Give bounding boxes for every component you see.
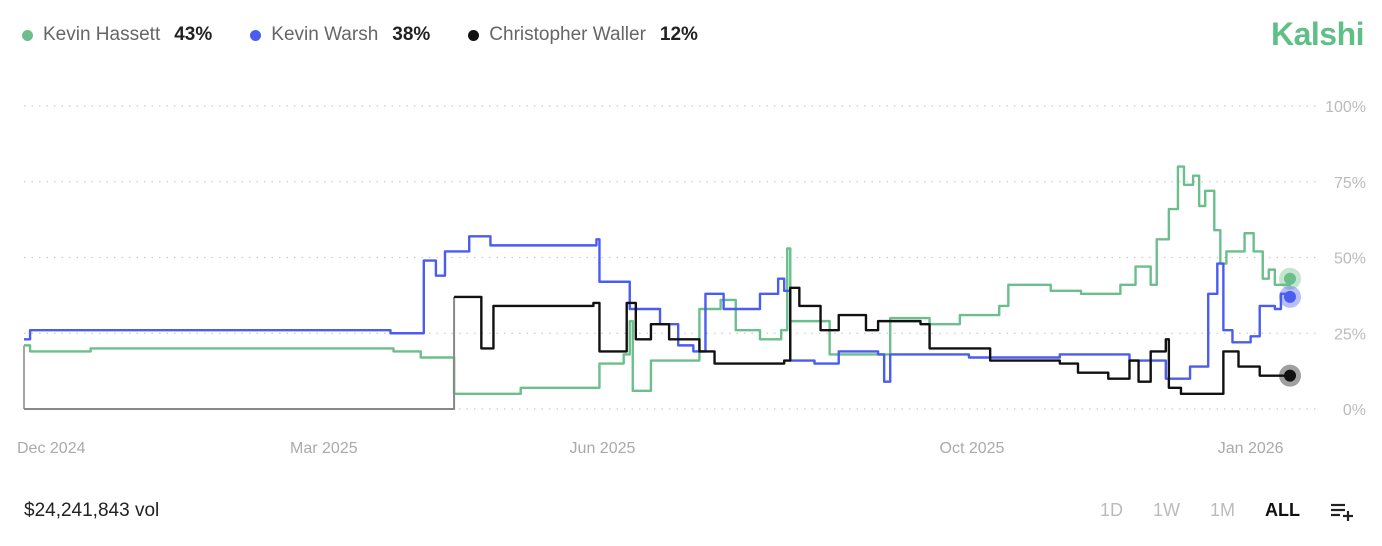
x-tick-label: Jun 2025 bbox=[570, 440, 636, 457]
legend-item-warsh: Kevin Warsh 38% bbox=[250, 24, 430, 46]
legend-value: 12% bbox=[659, 24, 698, 45]
legend-name: Christopher Waller bbox=[489, 24, 646, 45]
x-tick-label: Mar 2025 bbox=[290, 440, 358, 457]
volume-label: $24,241,843 vol bbox=[24, 500, 160, 521]
x-tick-label: Dec 2024 bbox=[17, 440, 86, 457]
time-range-selector: 1D 1W 1M ALL bbox=[1100, 500, 1354, 521]
range-all-button[interactable]: ALL bbox=[1265, 500, 1300, 520]
legend-name: Kevin Warsh bbox=[271, 24, 379, 45]
legend: Kevin Hassett 43% Kevin Warsh 38% Christ… bbox=[22, 24, 698, 46]
legend-name: Kevin Hassett bbox=[43, 24, 161, 45]
y-tick-label: 50% bbox=[1334, 251, 1366, 268]
y-tick-label: 25% bbox=[1334, 326, 1366, 343]
list-plus-icon[interactable] bbox=[1330, 501, 1354, 521]
range-1m-button[interactable]: 1M bbox=[1209, 500, 1235, 520]
y-tick-label: 100% bbox=[1325, 99, 1366, 116]
end-point-marker bbox=[1284, 369, 1296, 382]
range-1d-button[interactable]: 1D bbox=[1099, 500, 1123, 520]
y-tick-label: 0% bbox=[1343, 402, 1366, 419]
series-dot-icon bbox=[22, 29, 33, 41]
series-dot-icon bbox=[250, 29, 262, 41]
x-tick-label: Jan 2026 bbox=[1218, 440, 1284, 457]
series-line-0 bbox=[24, 165, 1292, 396]
legend-value: 38% bbox=[392, 24, 431, 45]
series-line-pre-data bbox=[24, 296, 456, 410]
kalshi-logo: Kalshi bbox=[1270, 16, 1365, 52]
legend-item-hassett: Kevin Hassett 43% bbox=[22, 24, 212, 46]
series-line-2 bbox=[454, 286, 1290, 396]
end-point-marker bbox=[1284, 272, 1296, 285]
end-point-marker bbox=[1284, 290, 1296, 303]
x-tick-label: Oct 2025 bbox=[940, 440, 1005, 457]
range-1w-button[interactable]: 1W bbox=[1152, 500, 1180, 520]
legend-item-waller: Christopher Waller 12% bbox=[468, 24, 698, 46]
series-dot-icon bbox=[468, 29, 480, 41]
y-tick-label: 75% bbox=[1334, 175, 1366, 192]
legend-value: 43% bbox=[174, 24, 213, 45]
